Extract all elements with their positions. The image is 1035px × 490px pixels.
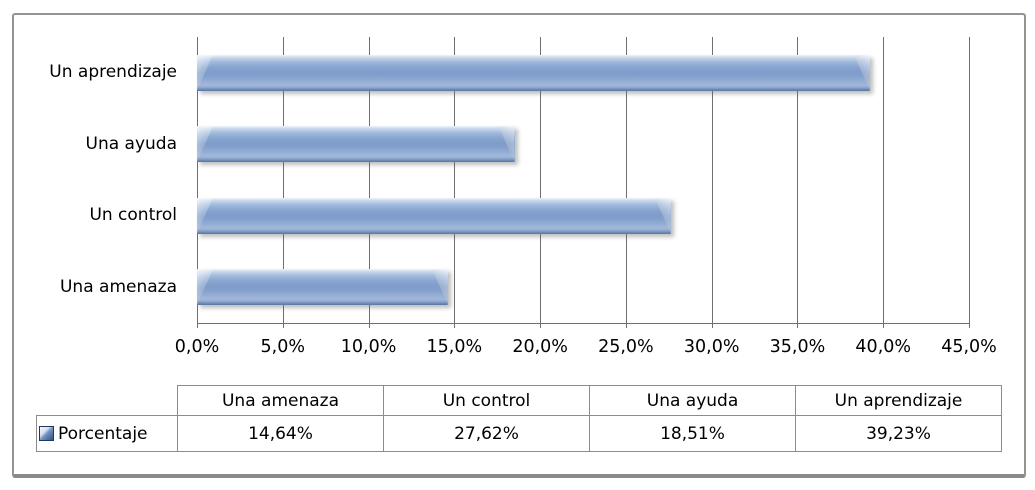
gridline (540, 37, 542, 328)
table-value-un-control: 27,62% (383, 415, 590, 452)
x-tick-label: 30,0% (683, 337, 740, 357)
x-tick-label: 5,0% (260, 337, 305, 357)
series-color-swatch-icon (39, 426, 54, 441)
x-tick-label: 0,0% (174, 337, 220, 357)
chart-frame[interactable]: Un aprendizaje Una ayuda Un control Una … (12, 13, 1026, 478)
category-label-un-control: Un control (89, 205, 177, 226)
x-tick-label: 35,0% (769, 337, 826, 357)
x-tick-label: 25,0% (598, 337, 654, 357)
gridline (711, 37, 713, 328)
table-value-una-amenaza: 14,64% (177, 415, 384, 452)
category-label-una-amenaza: Una amenaza (59, 276, 177, 297)
x-tick-label: 20,0% (512, 337, 568, 357)
table-header-una-amenaza: Una amenaza (177, 385, 384, 416)
gridline (282, 37, 284, 328)
gridline (368, 37, 370, 328)
table-header-un-control: Un control (383, 385, 590, 416)
data-table: Una amenaza Un control Una ayuda Un apre… (36, 385, 1002, 452)
y-axis-category-labels: Un aprendizaje Una ayuda Un control Una … (14, 37, 177, 323)
table-corner-cell (37, 386, 178, 416)
gridline (625, 37, 627, 328)
gridline (454, 37, 456, 328)
bar-una-ayuda[interactable] (197, 126, 515, 163)
category-label-un-aprendizaje: Un aprendizaje (49, 62, 177, 83)
category-label-una-ayuda: Una ayuda (85, 133, 178, 154)
bar-un-control[interactable] (197, 197, 671, 234)
gridline (797, 37, 799, 328)
x-tick-label: 15,0% (426, 337, 483, 357)
bar-un-aprendizaje[interactable] (197, 54, 870, 91)
bar-una-amenaza[interactable] (197, 269, 449, 306)
table-header-un-aprendizaje: Un aprendizaje (795, 385, 1002, 416)
table-value-un-aprendizaje: 39,23% (795, 415, 1002, 452)
x-axis: 0,0% 5,0% 10,0% 15,0% 20,0% 25,0% 30,0% 35,0% 40… (175, 337, 997, 363)
x-tick-label: 45,0% (941, 337, 997, 357)
x-tick-label: 40,0% (855, 337, 912, 357)
legend-label: Porcentaje (58, 423, 148, 444)
gridline (197, 37, 198, 328)
gridline (969, 37, 970, 328)
legend-key-cell: Porcentaje (36, 415, 178, 452)
gridline (883, 37, 885, 328)
table-value-una-ayuda: 18,51% (589, 415, 796, 452)
table-header-una-ayuda: Una ayuda (589, 385, 796, 416)
plot-area (197, 37, 970, 328)
x-tick-label: 10,0% (340, 337, 397, 357)
